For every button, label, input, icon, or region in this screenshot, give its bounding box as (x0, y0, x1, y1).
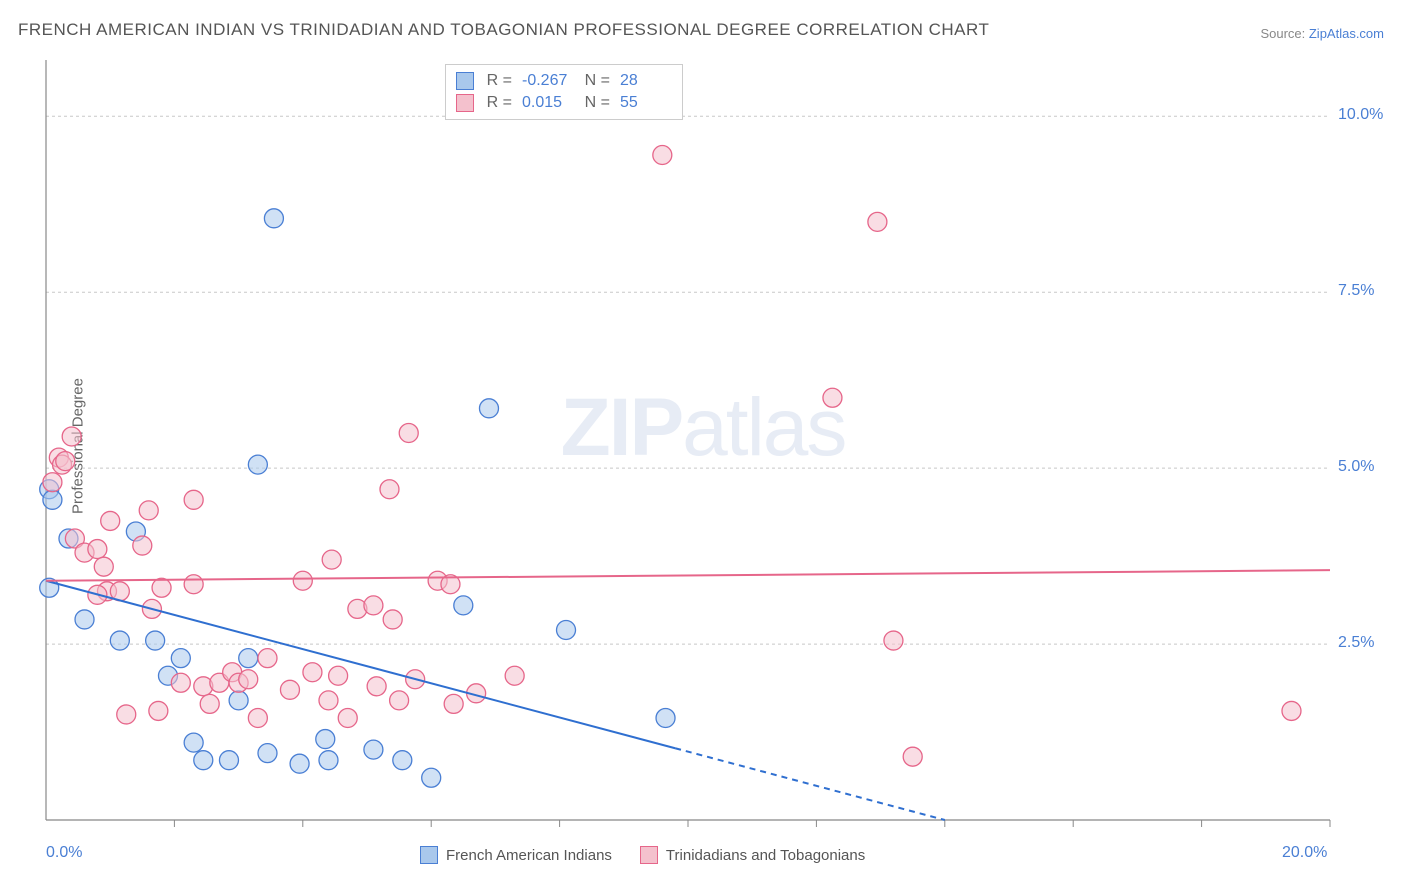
series-swatch (456, 94, 474, 112)
chart-container: FRENCH AMERICAN INDIAN VS TRINIDADIAN AN… (0, 0, 1406, 892)
legend-swatch (420, 846, 438, 864)
series-legend: French American Indians Trinidadians and … (420, 846, 865, 864)
stat-r-value: -0.267 (520, 70, 572, 92)
correlation-stats-legend: R = -0.267 N = 28 R = 0.015 N = 55 (445, 64, 683, 120)
stat-r-label: R = (482, 70, 512, 92)
stat-r-value: 0.015 (520, 92, 572, 114)
y-tick-label: 5.0% (1338, 458, 1374, 476)
legend-label: Trinidadians and Tobagonians (666, 847, 865, 864)
stat-r-label: R = (482, 92, 512, 114)
stat-n-value: 55 (618, 92, 670, 114)
series-swatch (456, 72, 474, 90)
y-tick-label: 7.5% (1338, 282, 1374, 300)
y-tick-label: 10.0% (1338, 106, 1383, 124)
chart-svg (0, 0, 1406, 892)
legend-item: Trinidadians and Tobagonians (640, 846, 865, 864)
stat-n-label: N = (580, 70, 610, 92)
y-tick-label: 2.5% (1338, 634, 1374, 652)
scatter-points (40, 146, 1301, 788)
stat-n-label: N = (580, 92, 610, 114)
legend-item: French American Indians (420, 846, 612, 864)
legend-swatch (640, 846, 658, 864)
stat-n-value: 28 (618, 70, 670, 92)
legend-label: French American Indians (446, 847, 612, 864)
stats-row: R = 0.015 N = 55 (456, 92, 670, 114)
x-tick-label: 20.0% (1282, 844, 1327, 862)
x-tick-label: 0.0% (46, 844, 82, 862)
axes-layer (174, 820, 1330, 827)
stats-row: R = -0.267 N = 28 (456, 70, 670, 92)
